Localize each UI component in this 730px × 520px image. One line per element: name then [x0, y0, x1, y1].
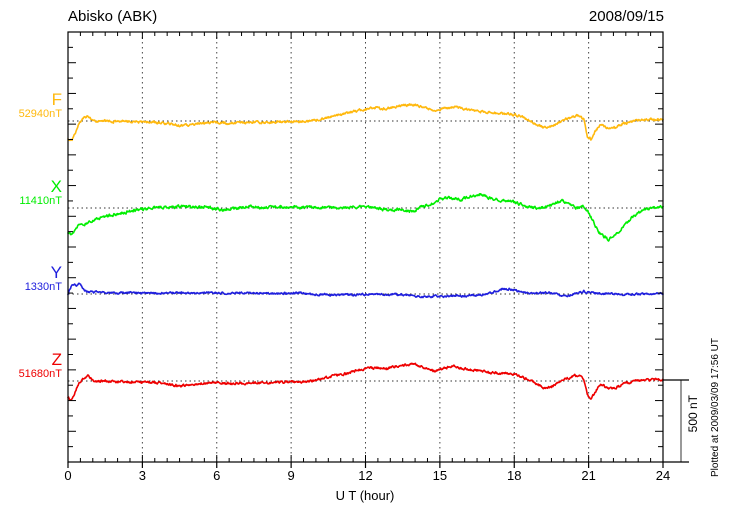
component-baseline-x: 11410nT [19, 194, 62, 207]
date-title: 2008/09/15 [588, 8, 664, 25]
component-letter-x: X [50, 177, 62, 196]
trace-layer [67, 103, 664, 401]
x-tick-label: 6 [213, 468, 221, 483]
scale-bar-label: 500 nT [686, 395, 700, 433]
component-label-y: Y 1330nT [25, 264, 62, 293]
plot-frame [67, 31, 664, 468]
component-letter-f: F [51, 90, 62, 109]
plotted-timestamp: Plotted at 2009/03/09 17:56 UT [710, 338, 721, 477]
component-label-f: F 52940nT [19, 91, 62, 120]
station-title: Abisko (ABK) [68, 8, 158, 25]
x-tick-label: 12 [358, 468, 373, 483]
x-tick-label: 24 [655, 468, 671, 483]
grid-layer [141, 32, 590, 462]
x-tick-label: 18 [507, 468, 522, 483]
trace-f [67, 103, 664, 142]
x-axis-title: U T (hour) [335, 488, 395, 503]
component-label-z: Z 51680nT [19, 351, 62, 380]
trace-x [67, 192, 664, 242]
x-tick-label: 3 [138, 468, 146, 483]
component-label-x: X 11410nT [19, 178, 62, 207]
x-tick-label: 0 [64, 468, 72, 483]
component-letter-y: Y [50, 263, 62, 282]
x-tick-label: 15 [432, 468, 448, 483]
component-baseline-y: 1330nT [24, 280, 62, 293]
x-tick-label: 21 [581, 468, 596, 483]
trace-z [67, 362, 664, 401]
component-letter-z: Z [51, 350, 62, 369]
scale-bar [663, 379, 689, 463]
component-baseline-z: 51680nT [18, 367, 62, 380]
component-baseline-f: 52940nT [18, 107, 62, 120]
trace-y [67, 282, 664, 299]
x-tick-label: 9 [287, 468, 295, 483]
